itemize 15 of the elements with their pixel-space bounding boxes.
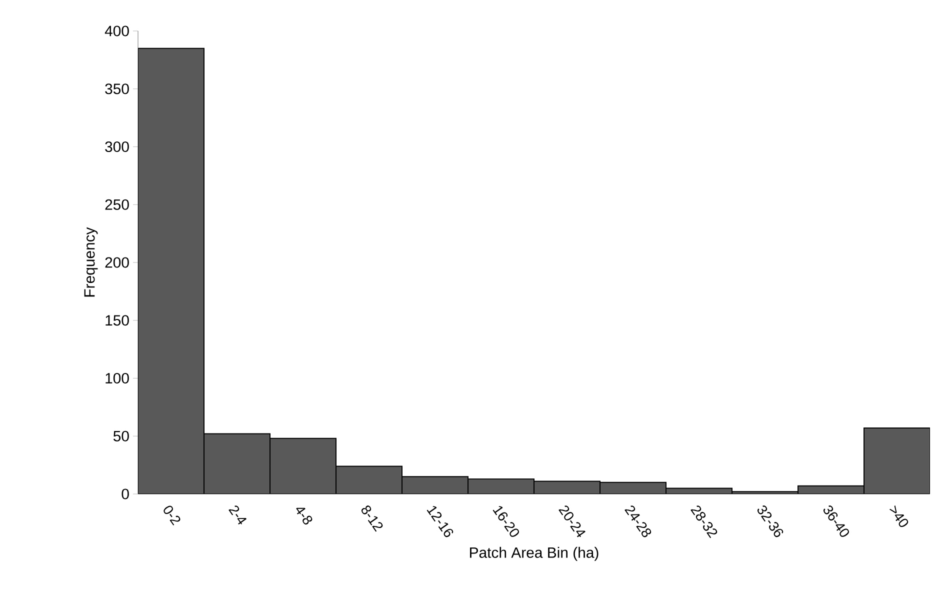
y-axis-title: Frequency bbox=[84, 227, 98, 297]
y-tick-label: 350 bbox=[105, 84, 129, 94]
x-tick-label: >40 bbox=[889, 505, 908, 528]
y-tick-label: 400 bbox=[104, 26, 129, 36]
y-tick-label: 250 bbox=[105, 199, 129, 210]
y-tick-label: 0 bbox=[122, 488, 129, 500]
x-tick-label: 0-2 bbox=[164, 506, 180, 526]
y-tick-label: 50 bbox=[113, 430, 129, 442]
x-axis-title: Patch Area Bin (ha) bbox=[470, 546, 598, 561]
y-tick-label: 300 bbox=[105, 141, 129, 152]
y-tick-label: 100 bbox=[106, 372, 129, 384]
y-tick-label: 150 bbox=[106, 315, 129, 326]
x-tick-label: 4-8 bbox=[296, 508, 312, 525]
x-tick-label: 2-4 bbox=[228, 506, 247, 525]
y-tick-label: 200 bbox=[105, 257, 129, 268]
